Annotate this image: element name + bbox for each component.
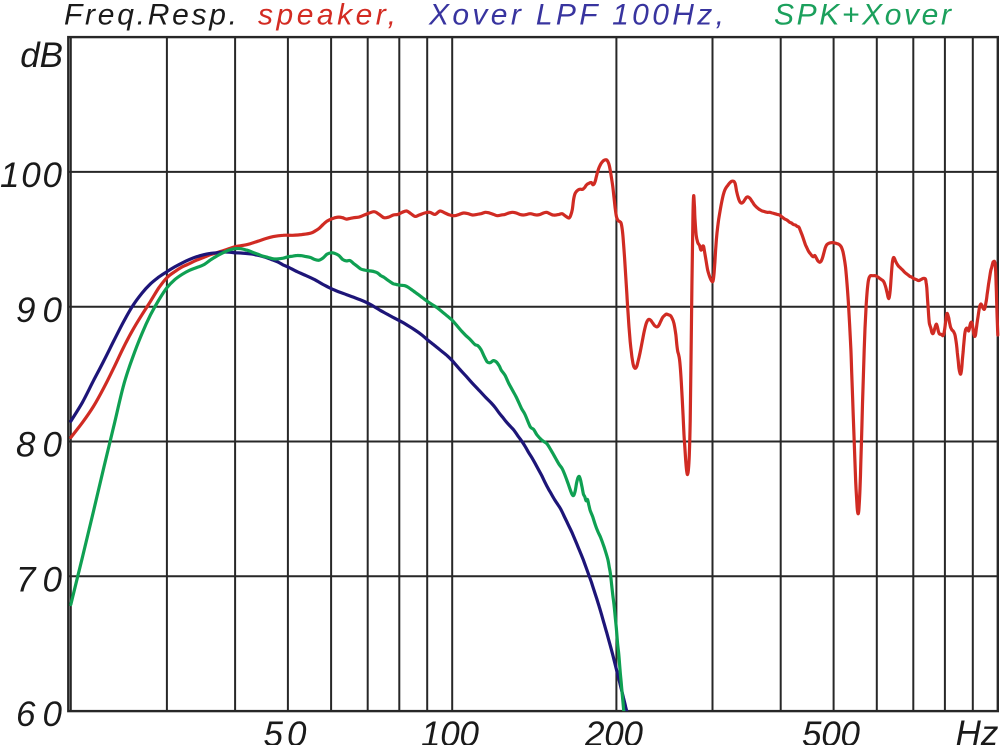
svg-text:Hz: Hz: [956, 714, 999, 745]
svg-text:speaker,: speaker,: [258, 0, 396, 32]
svg-text:200: 200: [584, 715, 644, 745]
svg-text:SPK+Xover: SPK+Xover: [774, 0, 952, 32]
svg-text:100: 100: [421, 715, 480, 745]
svg-text:100: 100: [0, 156, 63, 195]
svg-text:Freq.Resp.: Freq.Resp.: [64, 0, 237, 32]
svg-text:500: 500: [802, 715, 861, 745]
svg-text:dB: dB: [20, 36, 63, 75]
